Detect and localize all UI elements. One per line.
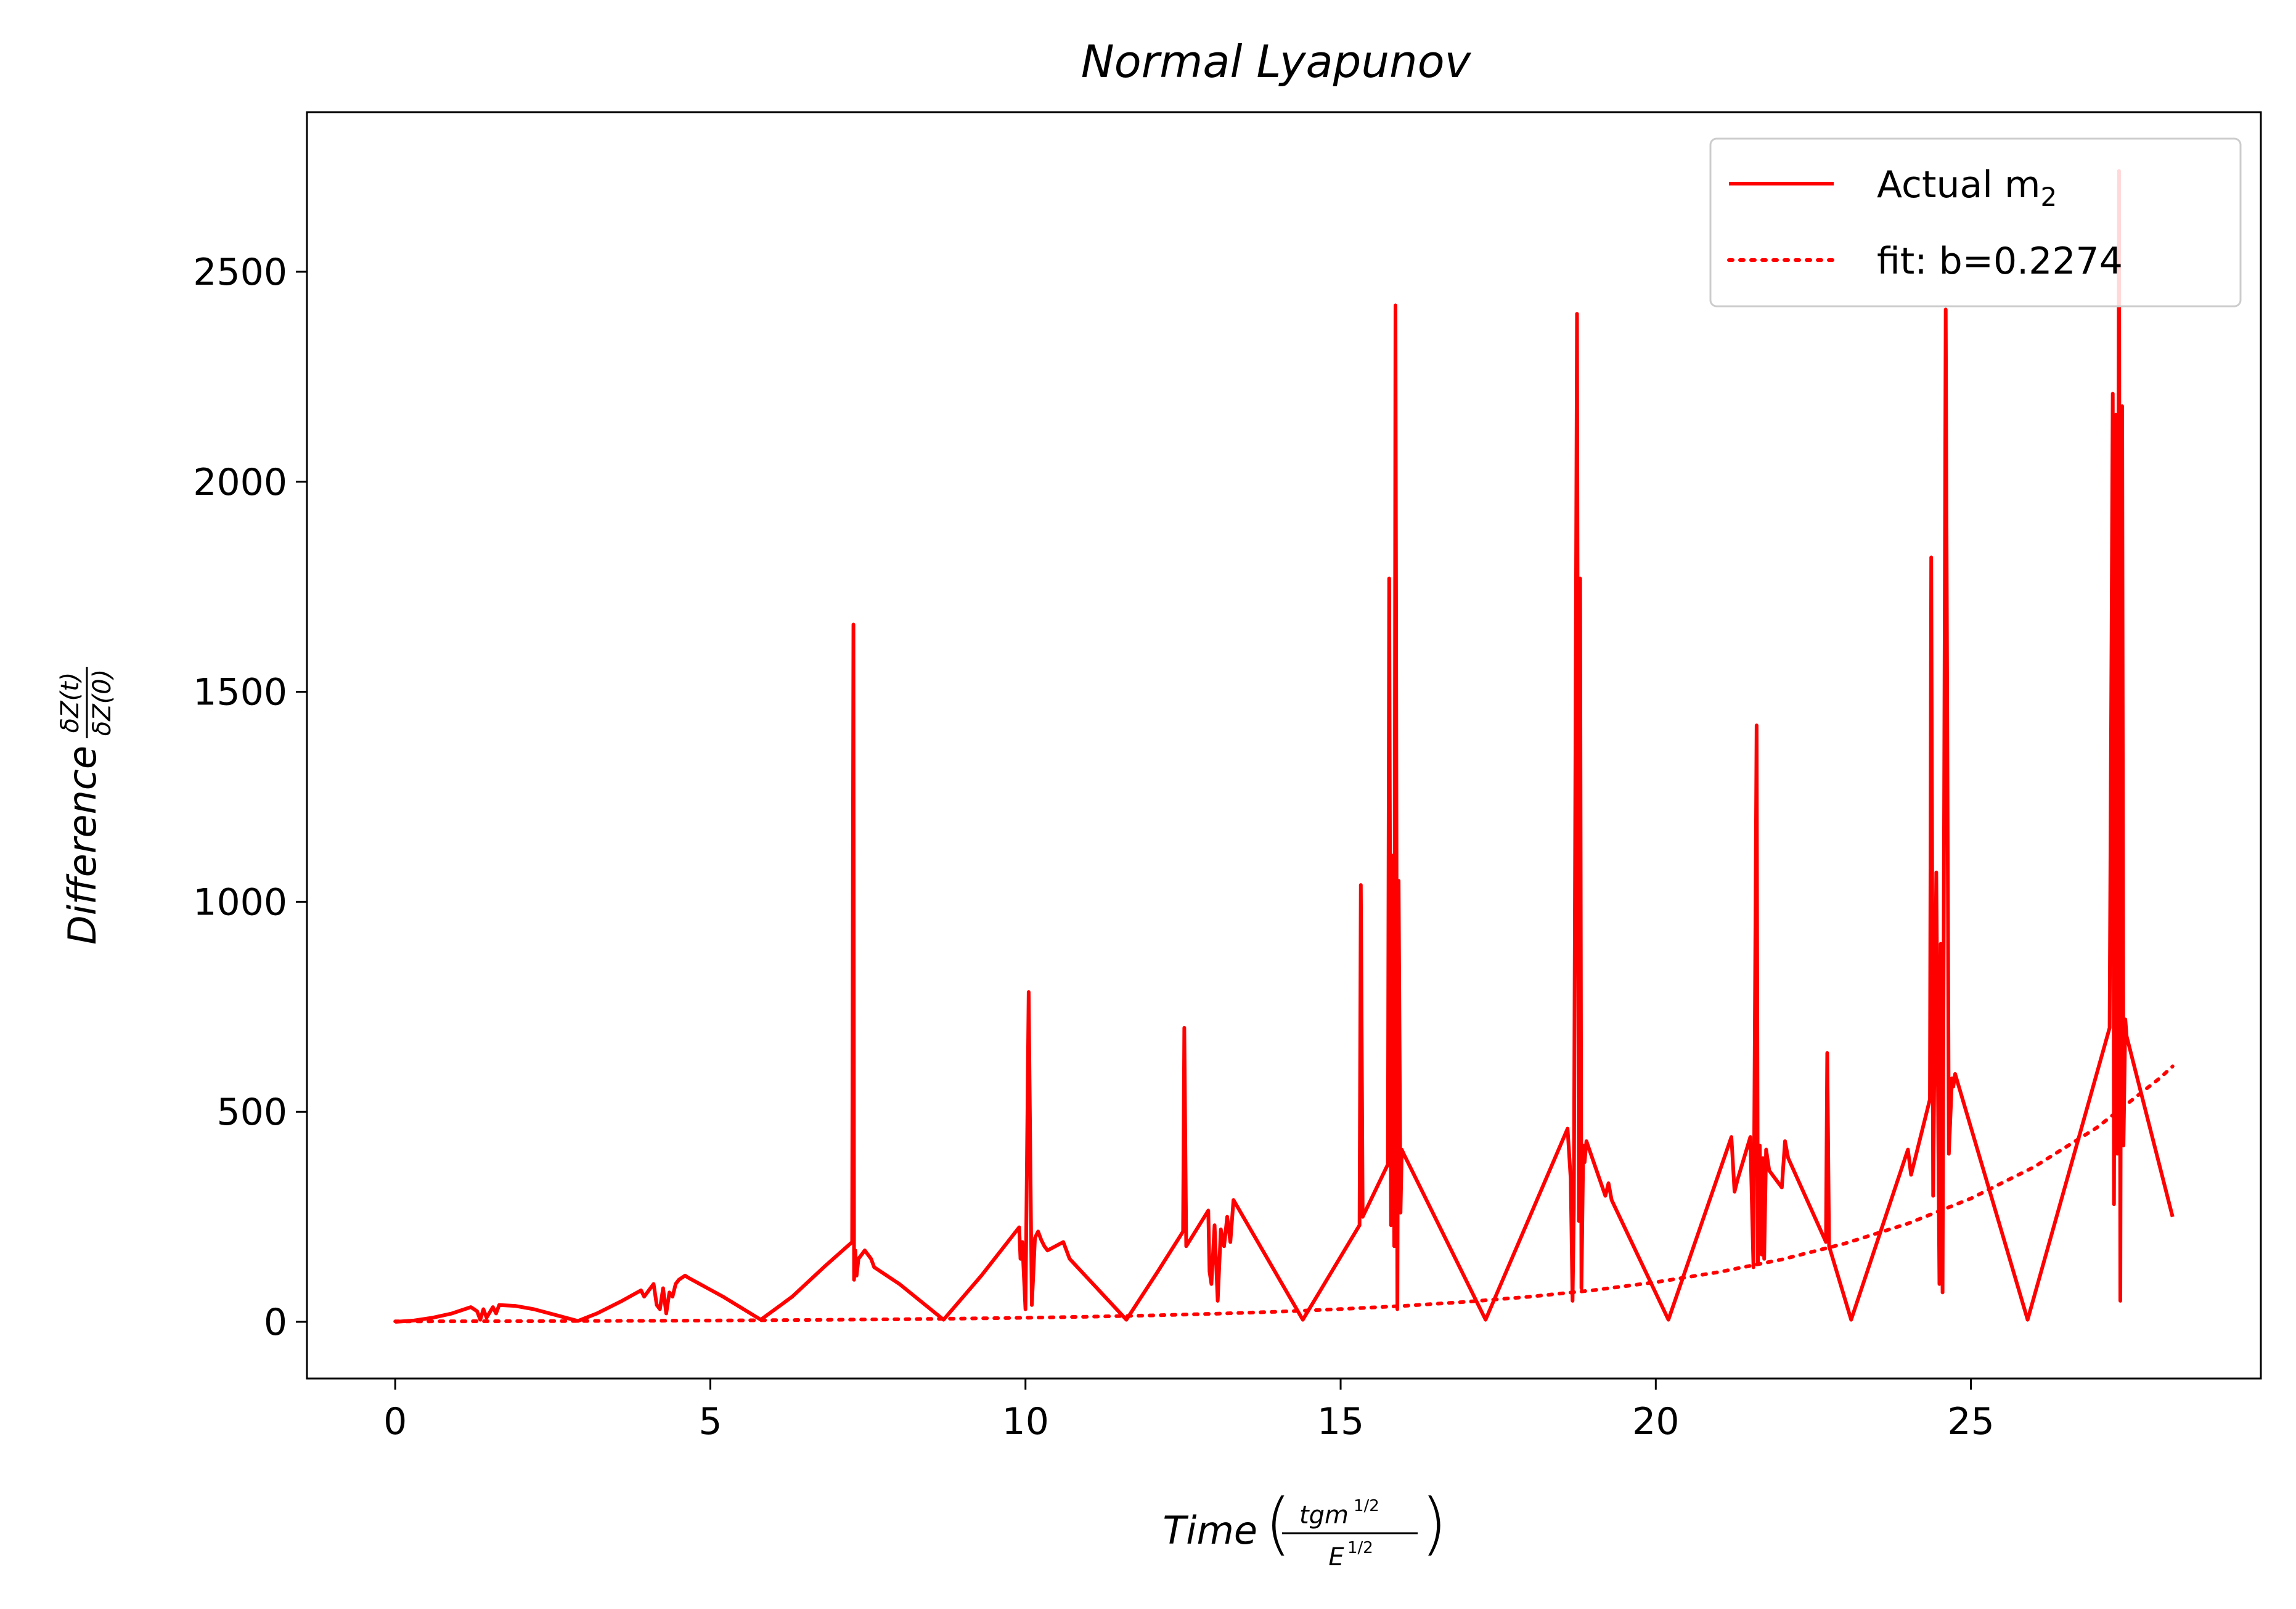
y-axis: 0 500 1000 1500 2000 2500 — [193, 251, 307, 1344]
legend-label-actual-name: Actual m — [1877, 163, 2041, 206]
x-axis-label-text: Time — [1162, 1508, 1257, 1553]
y-tick-label: 2500 — [193, 251, 287, 294]
y-tick-label: 1000 — [193, 881, 287, 924]
legend-label-actual: Actual m2 — [1877, 163, 2057, 212]
x-tick-label: 10 — [1002, 1400, 1049, 1443]
series-actual-line — [394, 169, 2175, 1324]
x-axis-fraction-denominator-exponent: 1/2 — [1347, 1539, 1373, 1557]
x-axis-fraction-numerator: tgm — [1299, 1501, 1349, 1530]
y-axis-label: Difference δZ(t) δZ(0) — [56, 667, 116, 945]
x-axis-label: Time ( tgm 1/2 E 1/2 ) — [1162, 1484, 1447, 1571]
y-tick-label: 1500 — [193, 671, 287, 714]
x-tick-label: 5 — [698, 1400, 722, 1443]
y-tick-label: 0 — [264, 1301, 287, 1344]
legend: Actual m2 fit: b=0.2274 — [1709, 137, 2242, 308]
x-tick-label: 15 — [1317, 1400, 1364, 1443]
x-axis-fraction-numerator-exponent: 1/2 — [1354, 1497, 1379, 1515]
x-axis-fraction-denominator: E — [1328, 1543, 1344, 1571]
x-tick-label: 25 — [1947, 1400, 1994, 1443]
legend-label-actual-subscript: 2 — [2041, 182, 2057, 212]
x-axis-label-open-paren: ( — [1265, 1484, 1291, 1563]
y-axis-fraction-denominator: δZ(0) — [88, 669, 116, 736]
x-axis-label-close-paren: ) — [1421, 1484, 1447, 1563]
chart-title: Normal Lyapunov — [1081, 36, 1472, 88]
legend-box — [1709, 137, 2242, 308]
legend-label-fit: fit: b=0.2274 — [1877, 240, 2123, 283]
series-layer — [393, 169, 2175, 1324]
y-axis-label-text: Difference — [60, 746, 105, 945]
x-tick-label: 20 — [1632, 1400, 1679, 1443]
plot-area — [306, 111, 2262, 1380]
y-axis-fraction-numerator: δZ(t) — [56, 672, 84, 733]
axes-frame — [306, 111, 2262, 1380]
y-tick-label: 500 — [216, 1091, 287, 1134]
series-fit-line — [393, 1064, 2175, 1324]
x-axis: 0 5 10 15 20 25 — [383, 1379, 1995, 1443]
x-tick-label: 0 — [383, 1400, 407, 1443]
y-tick-label: 2000 — [193, 461, 287, 504]
